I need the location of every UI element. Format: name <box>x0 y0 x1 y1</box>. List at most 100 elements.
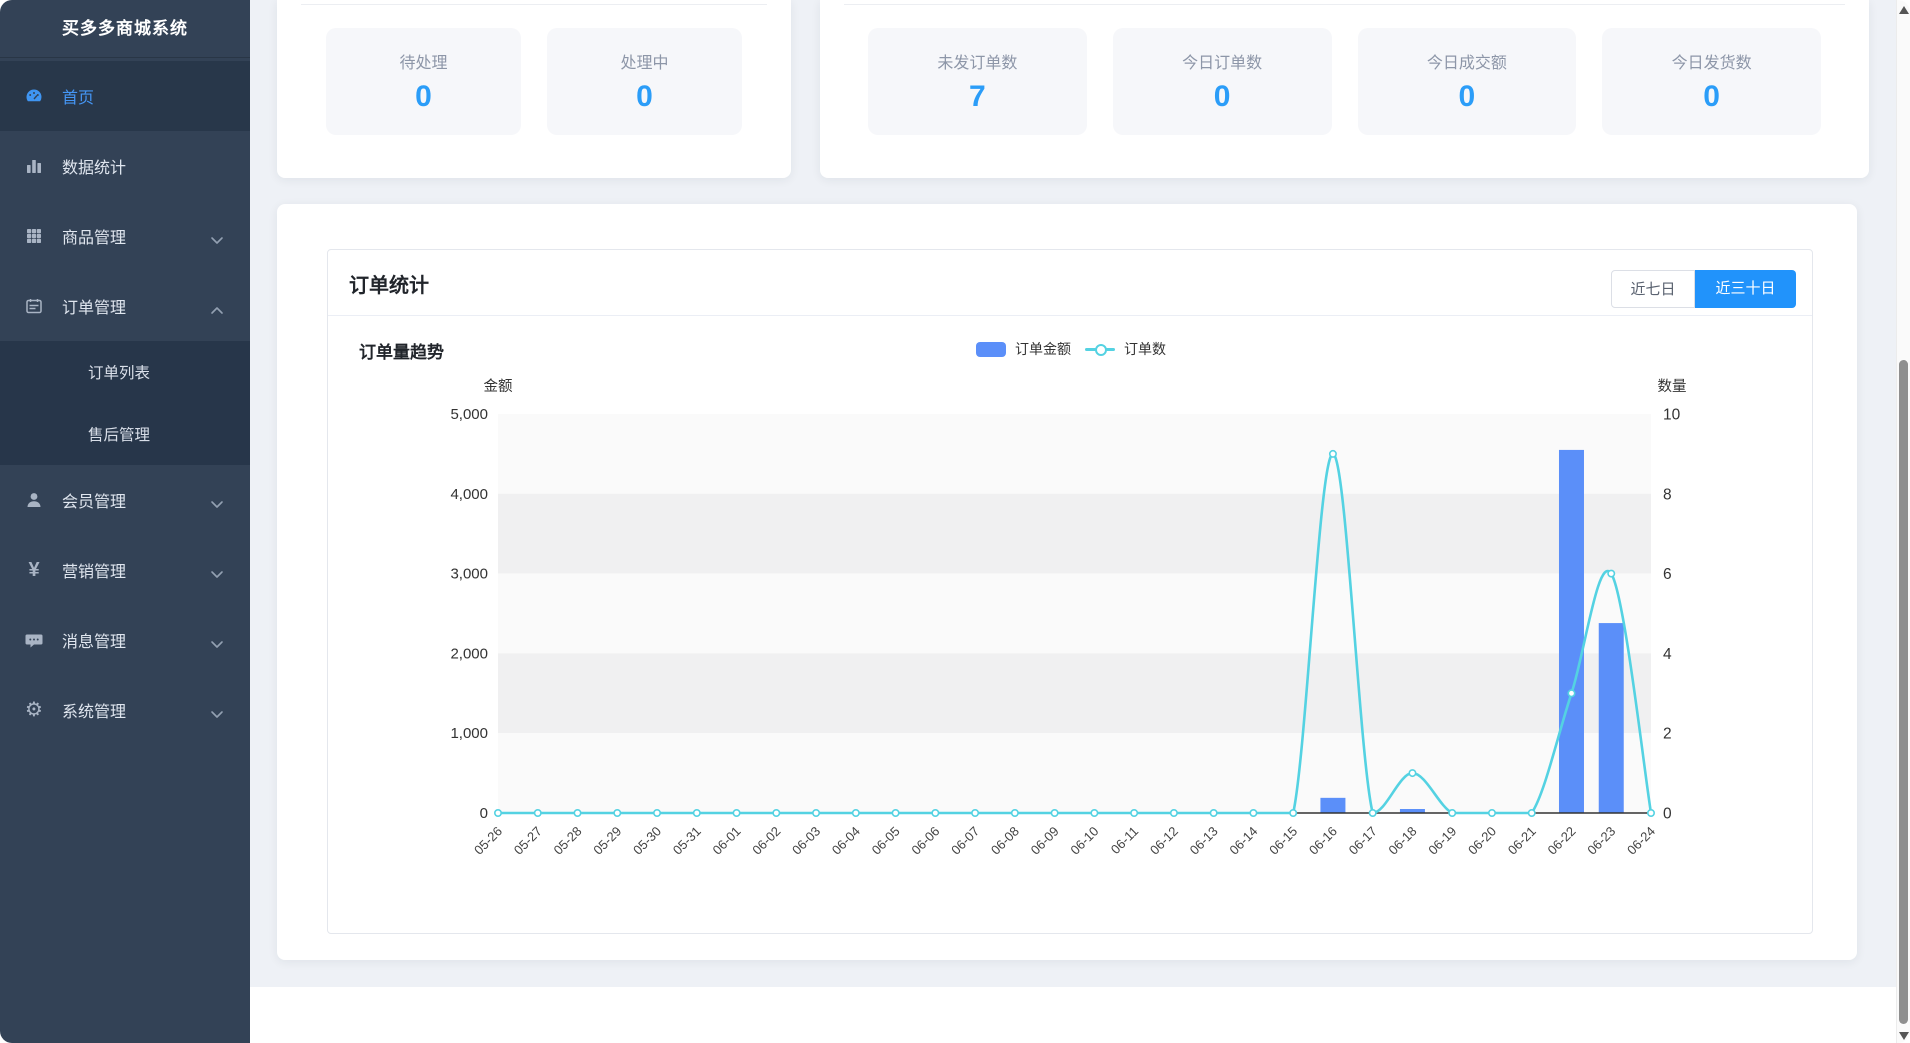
point-05-28 <box>573 808 582 817</box>
sidebar-subitem-2[interactable]: 售后管理 <box>0 403 250 465</box>
legend-bar-swatch[interactable] <box>976 341 1006 357</box>
sidebar-item-label: 会员管理 <box>62 494 127 511</box>
point-06-06 <box>931 808 940 817</box>
grid-band <box>498 414 1651 494</box>
legend-label[interactable]: 订单数 <box>1124 341 1166 357</box>
x-axis-label: 06-10 <box>1067 824 1101 858</box>
grid-band <box>498 493 1651 574</box>
stat-value: 0 <box>1458 80 1476 113</box>
x-axis-label: 06-06 <box>908 824 942 858</box>
stat-value: 0 <box>1213 80 1231 113</box>
today-stat-box-2: 今日订单数 0 <box>1112 28 1332 135</box>
pending-stat-box-2: 处理中 0 <box>547 28 742 135</box>
sidebar-item-8[interactable]: ⚙ 系统管理 <box>0 675 250 745</box>
app-title: 买多多商城系统 <box>0 0 250 58</box>
chevron-up-icon <box>210 302 224 320</box>
x-axis-label: 06-20 <box>1465 824 1499 858</box>
sidebar-item-6[interactable]: ¥ 营销管理 <box>0 535 250 605</box>
x-axis-label: 06-01 <box>710 824 744 858</box>
sidebar-item-2[interactable]: 数据统计 <box>0 131 250 201</box>
left-axis-tick: 2,000 <box>450 645 488 662</box>
x-axis-label: 06-22 <box>1544 824 1578 858</box>
sidebar-item-label: 消息管理 <box>62 634 127 651</box>
x-axis-label: 06-23 <box>1584 824 1618 858</box>
order-trend-chart: 0 0 1,000 2 2,000 4 3,000 6 4,000 8 5,000 10 金额 数量 05-… <box>450 378 1686 858</box>
right-axis-tick: 10 <box>1663 407 1681 424</box>
gear-icon: ⚙ <box>25 699 43 721</box>
right-axis-tick: 0 <box>1663 806 1672 823</box>
x-axis-label: 05-30 <box>630 824 664 858</box>
point-06-22 <box>1567 689 1576 698</box>
left-axis-tick: 0 <box>480 805 488 822</box>
user-icon <box>24 490 44 510</box>
point-06-03 <box>812 808 821 817</box>
vertical-scrollbar[interactable] <box>1896 0 1910 1043</box>
point-06-24 <box>1647 808 1656 817</box>
panel-title: 订单统计 <box>349 275 429 297</box>
scroll-down-arrow-icon[interactable] <box>1899 1032 1909 1040</box>
x-axis-label: 06-12 <box>1147 824 1181 858</box>
stat-value: 0 <box>1703 80 1720 113</box>
stat-label: 待处理 <box>399 55 448 72</box>
sidebar-item-3[interactable]: 商品管理 <box>0 201 250 271</box>
pending-stats-card: 待处理 0 处理中 0 <box>277 0 791 178</box>
today-stat-box-4: 今日发货数 0 <box>1602 28 1821 135</box>
x-axis-label: 05-31 <box>670 824 704 858</box>
scrollbar-thumb[interactable] <box>1899 360 1908 1024</box>
sidebar-item-5[interactable]: 会员管理 <box>0 465 250 535</box>
left-axis-tick: 5,000 <box>450 406 488 423</box>
x-axis-label: 05-26 <box>471 824 505 858</box>
x-axis-label: 06-24 <box>1624 824 1658 858</box>
bar-06-16 <box>1320 797 1346 813</box>
point-06-19 <box>1448 808 1457 817</box>
grid-band <box>498 653 1651 734</box>
right-axis-tick: 6 <box>1663 566 1672 583</box>
legend-label[interactable]: 订单金额 <box>1015 341 1071 357</box>
today-stat-box-1: 未发订单数 7 <box>868 28 1087 135</box>
sidebar-subitem-1[interactable]: 订单列表 <box>0 341 250 403</box>
order-statistics-panel: 订单统计 近七日 近三十日 订单量趋势 订单金额 订单数 0 0 1,000 2 2,000… <box>327 249 1813 934</box>
point-05-26 <box>494 808 503 817</box>
right-axis-tick: 8 <box>1663 486 1672 503</box>
range-button-2[interactable]: 近三十日 <box>1695 270 1796 308</box>
point-06-14 <box>1249 808 1258 817</box>
bar-chart-icon <box>24 156 44 176</box>
stat-label: 今日发货数 <box>1671 55 1752 72</box>
sidebar-item-4[interactable]: 订单管理 <box>0 271 250 341</box>
order-submenu-block <box>0 341 250 465</box>
x-axis-label: 05-29 <box>590 824 624 858</box>
grid-band <box>498 733 1651 813</box>
message-icon <box>24 630 44 650</box>
left-axis-tick: 4,000 <box>450 486 488 503</box>
sidebar-subitem-label: 售后管理 <box>88 427 151 444</box>
point-06-04 <box>851 808 860 817</box>
sidebar-item-label: 首页 <box>62 90 95 107</box>
range-button-1[interactable]: 近七日 <box>1611 270 1695 308</box>
point-06-10 <box>1090 808 1099 817</box>
stat-value: 0 <box>636 80 653 113</box>
point-06-16 <box>1328 449 1337 458</box>
chevron-down-icon <box>210 232 224 250</box>
left-axis-tick: 1,000 <box>450 725 488 742</box>
stat-value: 7 <box>969 80 986 113</box>
x-axis-label: 06-19 <box>1425 824 1459 858</box>
card-header-divider <box>301 4 767 5</box>
point-06-18 <box>1408 769 1417 778</box>
x-axis-label: 06-18 <box>1385 824 1419 858</box>
scroll-up-arrow-icon[interactable] <box>1899 6 1909 14</box>
point-06-13 <box>1209 808 1218 817</box>
sidebar-item-label: 订单管理 <box>62 300 127 317</box>
chart-legend: 订单金额 订单数 <box>976 339 1166 359</box>
legend-line-swatch[interactable] <box>1085 342 1115 357</box>
sidebar-subitem-label: 订单列表 <box>88 365 151 382</box>
point-06-09 <box>1050 808 1059 817</box>
sidebar-item-label: 系统管理 <box>62 704 127 721</box>
panel-header: 订单统计 近七日 近三十日 <box>328 250 1812 316</box>
right-axis-tick: 2 <box>1663 726 1672 743</box>
x-axis-label: 05-27 <box>511 824 545 858</box>
date-range-button-group: 近七日 近三十日 <box>1611 270 1796 308</box>
x-axis-label: 06-07 <box>948 824 982 858</box>
sidebar-item-7[interactable]: 消息管理 <box>0 605 250 675</box>
sidebar-item-1[interactable]: 首页 <box>0 61 250 131</box>
